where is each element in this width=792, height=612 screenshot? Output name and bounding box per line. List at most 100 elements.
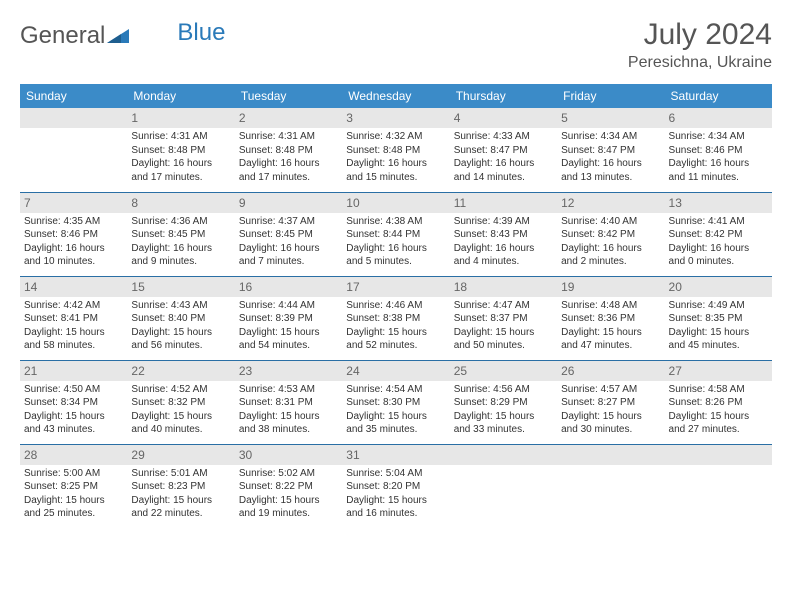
calendar-day-cell <box>450 444 557 528</box>
day-details: Sunrise: 4:41 AMSunset: 8:42 PMDaylight:… <box>665 213 772 273</box>
sunset-text: Sunset: 8:48 PM <box>239 144 338 158</box>
sunset-text: Sunset: 8:41 PM <box>24 312 123 326</box>
sunrise-text: Sunrise: 4:46 AM <box>346 299 445 313</box>
day-details: Sunrise: 4:50 AMSunset: 8:34 PMDaylight:… <box>20 381 127 441</box>
daylight-text: Daylight: 15 hours and 54 minutes. <box>239 326 338 353</box>
sunrise-text: Sunrise: 4:44 AM <box>239 299 338 313</box>
daylight-text: Daylight: 16 hours and 13 minutes. <box>561 157 660 184</box>
sunset-text: Sunset: 8:36 PM <box>561 312 660 326</box>
sunset-text: Sunset: 8:42 PM <box>669 228 768 242</box>
sunset-text: Sunset: 8:22 PM <box>239 480 338 494</box>
sunrise-text: Sunrise: 4:50 AM <box>24 383 123 397</box>
day-details: Sunrise: 4:57 AMSunset: 8:27 PMDaylight:… <box>557 381 664 441</box>
calendar-day-cell: 24Sunrise: 4:54 AMSunset: 8:30 PMDayligh… <box>342 360 449 444</box>
sunset-text: Sunset: 8:20 PM <box>346 480 445 494</box>
sunset-text: Sunset: 8:45 PM <box>239 228 338 242</box>
day-number: 20 <box>665 277 772 297</box>
daylight-text: Daylight: 15 hours and 19 minutes. <box>239 494 338 521</box>
sunrise-text: Sunrise: 4:53 AM <box>239 383 338 397</box>
day-details: Sunrise: 4:47 AMSunset: 8:37 PMDaylight:… <box>450 297 557 357</box>
day-number: 24 <box>342 361 449 381</box>
daylight-text: Daylight: 15 hours and 45 minutes. <box>669 326 768 353</box>
day-number: 13 <box>665 193 772 213</box>
day-details: Sunrise: 4:35 AMSunset: 8:46 PMDaylight:… <box>20 213 127 273</box>
day-details: Sunrise: 5:01 AMSunset: 8:23 PMDaylight:… <box>127 465 234 525</box>
day-number: 9 <box>235 193 342 213</box>
day-details: Sunrise: 4:38 AMSunset: 8:44 PMDaylight:… <box>342 213 449 273</box>
calendar-day-cell: 28Sunrise: 5:00 AMSunset: 8:25 PMDayligh… <box>20 444 127 528</box>
calendar-day-cell: 29Sunrise: 5:01 AMSunset: 8:23 PMDayligh… <box>127 444 234 528</box>
weekday-header: Monday <box>127 84 234 108</box>
calendar-day-cell: 12Sunrise: 4:40 AMSunset: 8:42 PMDayligh… <box>557 192 664 276</box>
sunset-text: Sunset: 8:43 PM <box>454 228 553 242</box>
daylight-text: Daylight: 15 hours and 58 minutes. <box>24 326 123 353</box>
day-number: 19 <box>557 277 664 297</box>
day-details: Sunrise: 4:34 AMSunset: 8:47 PMDaylight:… <box>557 128 664 188</box>
calendar-day-cell: 20Sunrise: 4:49 AMSunset: 8:35 PMDayligh… <box>665 276 772 360</box>
weekday-header: Friday <box>557 84 664 108</box>
day-number: 29 <box>127 445 234 465</box>
sunrise-text: Sunrise: 4:40 AM <box>561 215 660 229</box>
sunrise-text: Sunrise: 4:48 AM <box>561 299 660 313</box>
daylight-text: Daylight: 15 hours and 52 minutes. <box>346 326 445 353</box>
weekday-header: Saturday <box>665 84 772 108</box>
sunset-text: Sunset: 8:39 PM <box>239 312 338 326</box>
day-details: Sunrise: 4:49 AMSunset: 8:35 PMDaylight:… <box>665 297 772 357</box>
daylight-text: Daylight: 15 hours and 33 minutes. <box>454 410 553 437</box>
sunset-text: Sunset: 8:46 PM <box>669 144 768 158</box>
day-number: 3 <box>342 108 449 128</box>
sunrise-text: Sunrise: 4:54 AM <box>346 383 445 397</box>
calendar-week-row: 7Sunrise: 4:35 AMSunset: 8:46 PMDaylight… <box>20 192 772 276</box>
calendar-day-cell <box>665 444 772 528</box>
day-number-empty <box>450 445 557 465</box>
day-number: 21 <box>20 361 127 381</box>
sunset-text: Sunset: 8:40 PM <box>131 312 230 326</box>
weekday-header: Tuesday <box>235 84 342 108</box>
calendar-day-cell: 14Sunrise: 4:42 AMSunset: 8:41 PMDayligh… <box>20 276 127 360</box>
sunset-text: Sunset: 8:47 PM <box>454 144 553 158</box>
day-details: Sunrise: 4:56 AMSunset: 8:29 PMDaylight:… <box>450 381 557 441</box>
calendar-day-cell: 23Sunrise: 4:53 AMSunset: 8:31 PMDayligh… <box>235 360 342 444</box>
sunrise-text: Sunrise: 5:01 AM <box>131 467 230 481</box>
day-details: Sunrise: 4:34 AMSunset: 8:46 PMDaylight:… <box>665 128 772 188</box>
day-number: 12 <box>557 193 664 213</box>
day-number: 28 <box>20 445 127 465</box>
sunrise-text: Sunrise: 4:38 AM <box>346 215 445 229</box>
sunset-text: Sunset: 8:29 PM <box>454 396 553 410</box>
calendar-week-row: 14Sunrise: 4:42 AMSunset: 8:41 PMDayligh… <box>20 276 772 360</box>
day-details: Sunrise: 4:48 AMSunset: 8:36 PMDaylight:… <box>557 297 664 357</box>
day-number: 22 <box>127 361 234 381</box>
calendar-day-cell: 4Sunrise: 4:33 AMSunset: 8:47 PMDaylight… <box>450 108 557 192</box>
sunrise-text: Sunrise: 4:31 AM <box>131 130 230 144</box>
sunset-text: Sunset: 8:34 PM <box>24 396 123 410</box>
daylight-text: Daylight: 16 hours and 2 minutes. <box>561 242 660 269</box>
location-label: Peresichna, Ukraine <box>628 54 772 72</box>
day-number: 11 <box>450 193 557 213</box>
sunrise-text: Sunrise: 4:58 AM <box>669 383 768 397</box>
daylight-text: Daylight: 15 hours and 30 minutes. <box>561 410 660 437</box>
sunrise-text: Sunrise: 4:56 AM <box>454 383 553 397</box>
sunrise-text: Sunrise: 4:47 AM <box>454 299 553 313</box>
daylight-text: Daylight: 15 hours and 25 minutes. <box>24 494 123 521</box>
daylight-text: Daylight: 15 hours and 50 minutes. <box>454 326 553 353</box>
sunset-text: Sunset: 8:32 PM <box>131 396 230 410</box>
day-number: 23 <box>235 361 342 381</box>
day-number: 8 <box>127 193 234 213</box>
day-number: 15 <box>127 277 234 297</box>
daylight-text: Daylight: 16 hours and 0 minutes. <box>669 242 768 269</box>
calendar-day-cell <box>557 444 664 528</box>
day-number: 25 <box>450 361 557 381</box>
day-number-empty <box>20 108 127 128</box>
sunrise-text: Sunrise: 4:36 AM <box>131 215 230 229</box>
daylight-text: Daylight: 16 hours and 9 minutes. <box>131 242 230 269</box>
calendar-day-cell: 25Sunrise: 4:56 AMSunset: 8:29 PMDayligh… <box>450 360 557 444</box>
sunset-text: Sunset: 8:37 PM <box>454 312 553 326</box>
day-number: 4 <box>450 108 557 128</box>
daylight-text: Daylight: 16 hours and 7 minutes. <box>239 242 338 269</box>
day-number: 27 <box>665 361 772 381</box>
day-number: 14 <box>20 277 127 297</box>
day-details: Sunrise: 5:00 AMSunset: 8:25 PMDaylight:… <box>20 465 127 525</box>
calendar-day-cell: 27Sunrise: 4:58 AMSunset: 8:26 PMDayligh… <box>665 360 772 444</box>
calendar-day-cell: 7Sunrise: 4:35 AMSunset: 8:46 PMDaylight… <box>20 192 127 276</box>
sunrise-text: Sunrise: 4:33 AM <box>454 130 553 144</box>
